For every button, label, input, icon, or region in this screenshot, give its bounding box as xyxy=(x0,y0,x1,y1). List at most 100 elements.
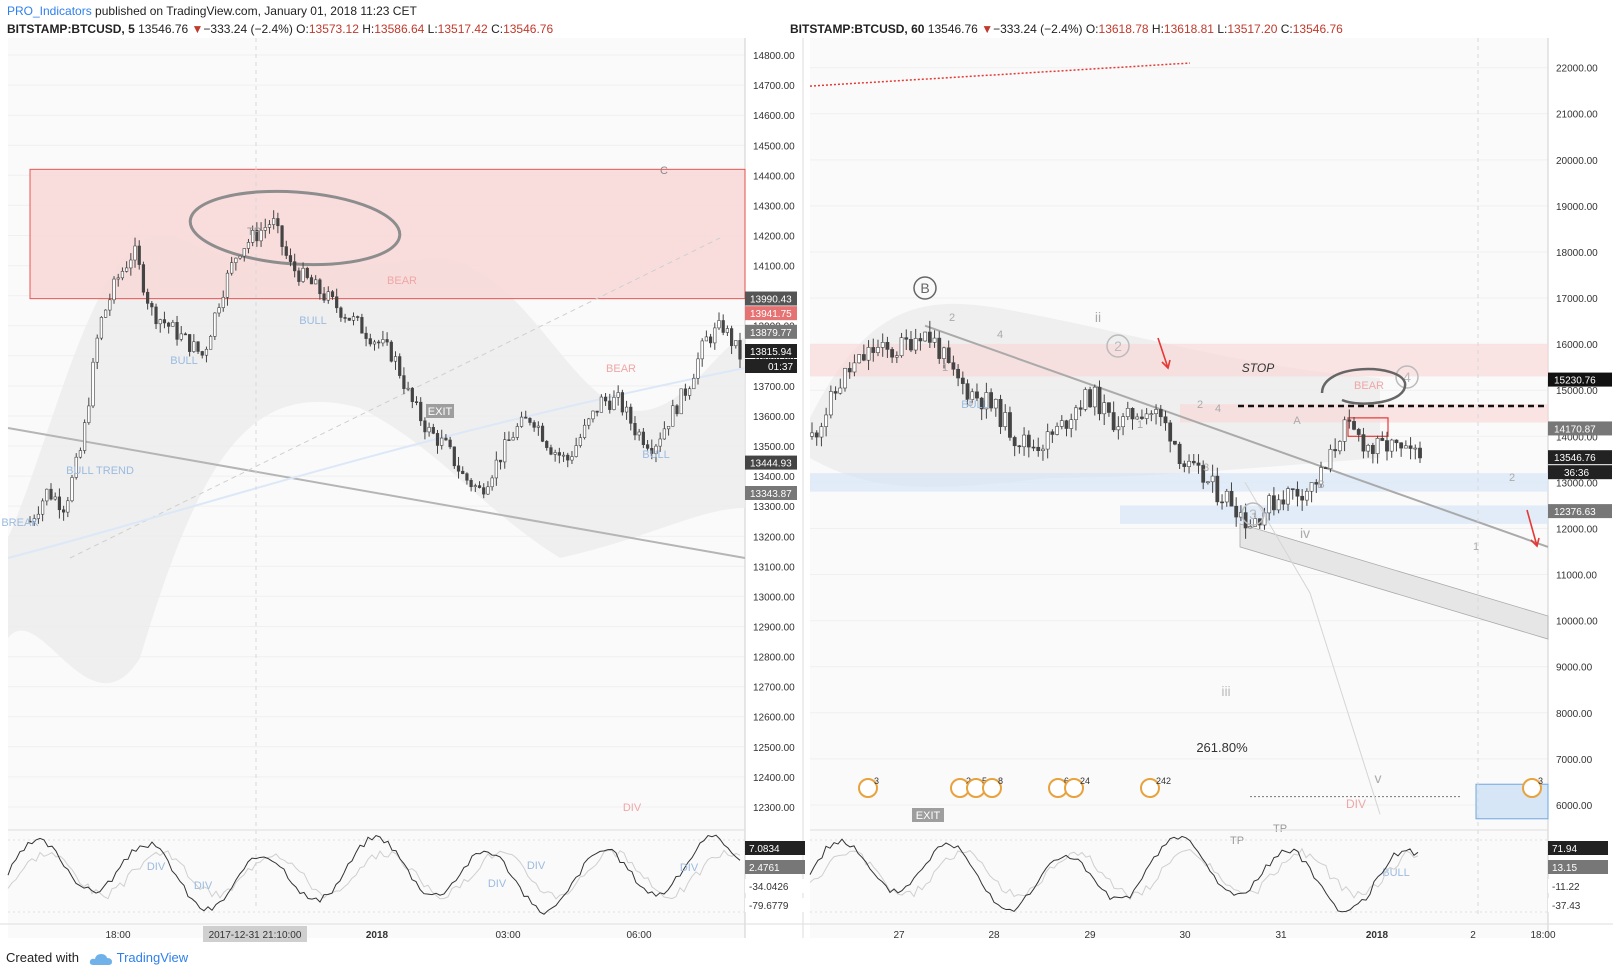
publisher-link[interactable]: PRO_Indicators xyxy=(7,4,92,18)
fib-percent-label: 261.80% xyxy=(1196,740,1248,755)
candle-body xyxy=(183,333,188,336)
red-arrow-icon xyxy=(1157,337,1169,369)
candle-body xyxy=(414,401,419,403)
candle-body xyxy=(1135,416,1140,420)
candle-body xyxy=(729,328,734,347)
wave-circle xyxy=(913,276,937,300)
candle-body xyxy=(137,245,141,265)
right-symbol[interactable]: BITSTAMP:BTCUSD, 60 xyxy=(790,22,925,36)
candle-body xyxy=(1168,422,1173,442)
candle-body xyxy=(894,355,899,358)
right-osc-badge xyxy=(1548,841,1608,855)
candle-body xyxy=(1295,488,1300,497)
high-label: H: xyxy=(1151,22,1164,36)
candle-body xyxy=(364,332,368,339)
candle-body xyxy=(1333,449,1338,452)
candle-body xyxy=(570,456,574,461)
right-time-tick: 29 xyxy=(1084,930,1096,941)
candle-body xyxy=(1394,439,1399,444)
candle-body xyxy=(28,520,32,523)
div-label: DIV xyxy=(194,880,213,892)
right-osc-badge xyxy=(1548,898,1608,912)
event-count: 3 xyxy=(874,776,879,786)
candle-body xyxy=(70,477,74,502)
candle-body xyxy=(1088,389,1092,408)
candle-body xyxy=(700,340,704,360)
candle-body xyxy=(528,417,532,423)
candle-body xyxy=(1366,445,1371,452)
candle-body xyxy=(196,341,200,352)
right-tick-label: 6000.00 xyxy=(1556,801,1593,812)
right-time-tick: 2 xyxy=(1470,930,1476,941)
candle-body xyxy=(49,488,53,500)
candle-body xyxy=(1008,412,1012,438)
subwave-label: 3 xyxy=(967,397,973,409)
candle-body xyxy=(549,447,553,455)
chart-canvas[interactable]: 14800.00 14700.00 14600.00 14500.00 14400.00… xyxy=(0,38,1613,946)
candle-body xyxy=(255,230,259,242)
candle-body xyxy=(536,425,540,428)
right-time-tick: 30 xyxy=(1179,930,1191,941)
left-tick-label: 13000.00 xyxy=(753,592,795,603)
candle-body xyxy=(473,485,477,487)
candle-body xyxy=(234,257,238,263)
right-osc-badge xyxy=(1548,879,1608,893)
candle-body xyxy=(498,459,503,463)
wave-label-c: C xyxy=(660,165,668,177)
candle-body xyxy=(946,347,951,363)
candle-body xyxy=(1045,431,1050,450)
candle-body xyxy=(734,340,738,347)
subwave-label: 4 xyxy=(997,329,1003,341)
left-oscillator: 7.0834 2.4761 -34.0426 -79.6779 DIV DIV DIV DIV… xyxy=(7,802,805,915)
subwave-label: 4 xyxy=(1215,403,1221,415)
candle-body xyxy=(578,437,582,446)
time-axes: 18:00 2017-12-31 21:10:00 2018 03:00 06:00 27… xyxy=(0,923,1613,942)
candle-body xyxy=(561,454,566,457)
close-label: C: xyxy=(491,22,504,36)
event-count: 8 xyxy=(998,776,1003,786)
left-time-tick: 06:00 xyxy=(626,930,651,941)
candle-body xyxy=(230,262,234,274)
candle-body xyxy=(225,272,230,298)
candle-body xyxy=(272,218,276,225)
candle-body xyxy=(1229,490,1234,507)
left-tick-label: 12600.00 xyxy=(753,713,795,724)
wave-b-label: B xyxy=(1317,479,1324,491)
candle-body xyxy=(1323,467,1328,470)
left-tick-label: 13500.00 xyxy=(753,442,795,453)
candle-body xyxy=(1083,389,1088,410)
candle-body xyxy=(603,396,608,402)
left-tick-label: 14800.00 xyxy=(753,51,795,62)
candle-body xyxy=(993,398,998,409)
candle-body xyxy=(192,341,196,352)
candle-body xyxy=(482,487,486,495)
candle-body xyxy=(99,317,104,339)
candle-body xyxy=(918,338,923,342)
exit-label: EXIT xyxy=(916,810,941,822)
candle-body xyxy=(725,328,729,333)
candle-body xyxy=(956,368,961,379)
candle-body xyxy=(913,338,918,351)
right-price-badge xyxy=(1548,504,1612,519)
candle-body xyxy=(828,391,833,416)
event-flag-icon xyxy=(858,778,878,798)
candle-body xyxy=(612,396,616,410)
tradingview-link[interactable]: TradingView xyxy=(116,950,189,965)
tp-label: TP xyxy=(247,226,261,238)
candle-body xyxy=(1173,440,1177,445)
candle-body xyxy=(162,319,167,324)
candle-body xyxy=(1187,460,1191,467)
left-symbol[interactable]: BITSTAMP:BTCUSD, 5 xyxy=(7,22,135,36)
left-tick-label: 14500.00 xyxy=(753,141,795,152)
candle-body xyxy=(440,437,444,446)
candle-body xyxy=(133,245,137,261)
candle-body xyxy=(402,375,406,389)
bull-label: BULL xyxy=(170,355,198,367)
left-instrument-legend: BITSTAMP:BTCUSD, 5 13546.76 ▼−333.24 (−2… xyxy=(7,22,553,36)
candle-body xyxy=(1408,445,1413,449)
candle-body xyxy=(1361,434,1366,452)
candle-body xyxy=(1036,446,1041,452)
candle-body xyxy=(524,416,528,419)
candle-body xyxy=(641,431,645,445)
candle-body xyxy=(221,297,225,308)
